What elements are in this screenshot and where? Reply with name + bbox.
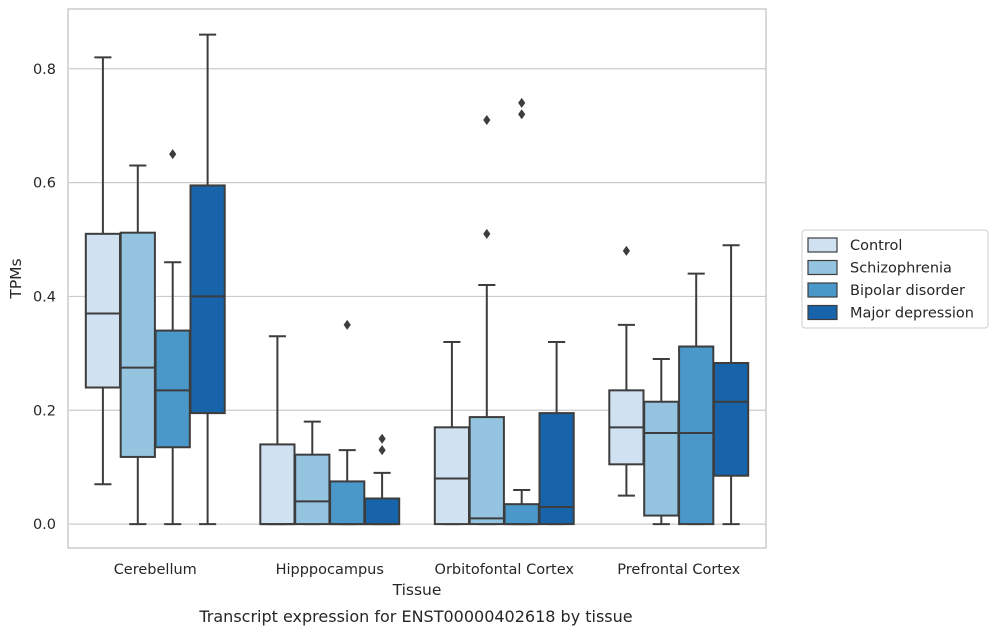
figure-caption: Transcript expression for ENST0000040261…: [198, 607, 632, 626]
legend-item: Major depression: [807, 304, 974, 322]
box-iqr: [259, 443, 296, 526]
box-iqr: [433, 426, 471, 526]
box-iqr: [119, 231, 156, 458]
box-iqr: [712, 362, 750, 477]
x-tick-label: Orbitofontal Cortex: [435, 562, 575, 578]
y-tick-label: 0.2: [33, 403, 56, 419]
legend-swatch: [807, 282, 838, 298]
y-tick-label: 0.6: [33, 176, 56, 192]
outlier-point: [518, 109, 526, 120]
legend-label: Bipolar disorder: [850, 283, 965, 299]
legend-swatch: [807, 304, 838, 321]
outlier-point: [518, 97, 526, 108]
x-axis-ticks: Cerebellum Hipppocampus Orbitofontal Corte…: [114, 562, 741, 578]
outlier-point: [169, 149, 177, 160]
y-tick-label: 0.8: [33, 62, 56, 78]
box-bipolar-disorder: [503, 97, 540, 526]
box-iqr: [363, 497, 401, 526]
box-schizophrenia: [294, 420, 331, 526]
outlier-point: [622, 245, 630, 256]
outlier-point: [343, 319, 351, 330]
legend-frame: [801, 229, 989, 329]
box-bipolar-disorder: [329, 319, 366, 526]
outlier-point: [378, 445, 386, 456]
outlier-point: [483, 114, 491, 125]
box-control: [259, 335, 296, 526]
x-tick-label: Prefrontal Cortex: [617, 562, 740, 578]
box-major-depression: [538, 340, 575, 526]
box-bipolar-disorder: [154, 149, 191, 526]
y-tick-label: 0.4: [33, 289, 56, 305]
x-axis-label: Tissue: [392, 581, 442, 599]
legend-swatch: [807, 237, 838, 253]
box-iqr: [643, 400, 680, 517]
legend-item: Control: [807, 237, 902, 254]
box-iqr: [294, 453, 331, 526]
boxes: [84, 33, 750, 526]
legend-label: Schizophrenia: [850, 261, 952, 277]
box-iqr: [154, 329, 191, 449]
legend-label: Control: [850, 238, 902, 254]
box-iqr: [538, 412, 575, 526]
legend-item: Schizophrenia: [807, 259, 952, 277]
plot-frame: [67, 8, 767, 549]
box-iqr: [189, 184, 226, 415]
x-tick-label: Hipppocampus: [276, 562, 384, 578]
box-major-depression: [189, 33, 226, 526]
x-tick-label: Cerebellum: [114, 562, 197, 578]
box-schizophrenia: [643, 358, 680, 526]
box-iqr: [329, 480, 366, 526]
box-major-depression: [712, 244, 750, 526]
box-control: [433, 340, 471, 526]
box-control: [84, 56, 122, 486]
legend-item: Bipolar disorder: [807, 282, 965, 299]
box-schizophrenia: [468, 114, 505, 526]
y-axis-label: TPMs: [7, 258, 25, 299]
box-iqr: [503, 503, 540, 526]
y-axis-ticks: 0.0 0.2 0.4 0.6 0.8: [33, 62, 56, 533]
y-tick-label: 0.0: [33, 517, 56, 533]
box-control: [608, 245, 645, 497]
outlier-point: [483, 228, 491, 239]
legend-swatch: [807, 259, 838, 276]
box-major-depression: [363, 433, 401, 526]
box-schizophrenia: [119, 164, 156, 526]
box-iqr: [468, 416, 505, 526]
box-iqr: [678, 345, 715, 526]
box-iqr: [84, 232, 122, 389]
legend-label: Major depression: [850, 306, 974, 322]
box-bipolar-disorder: [678, 272, 715, 526]
outlier-point: [378, 433, 386, 444]
legend: Control Schizophrenia Bipolar disorder Majo…: [801, 229, 989, 329]
